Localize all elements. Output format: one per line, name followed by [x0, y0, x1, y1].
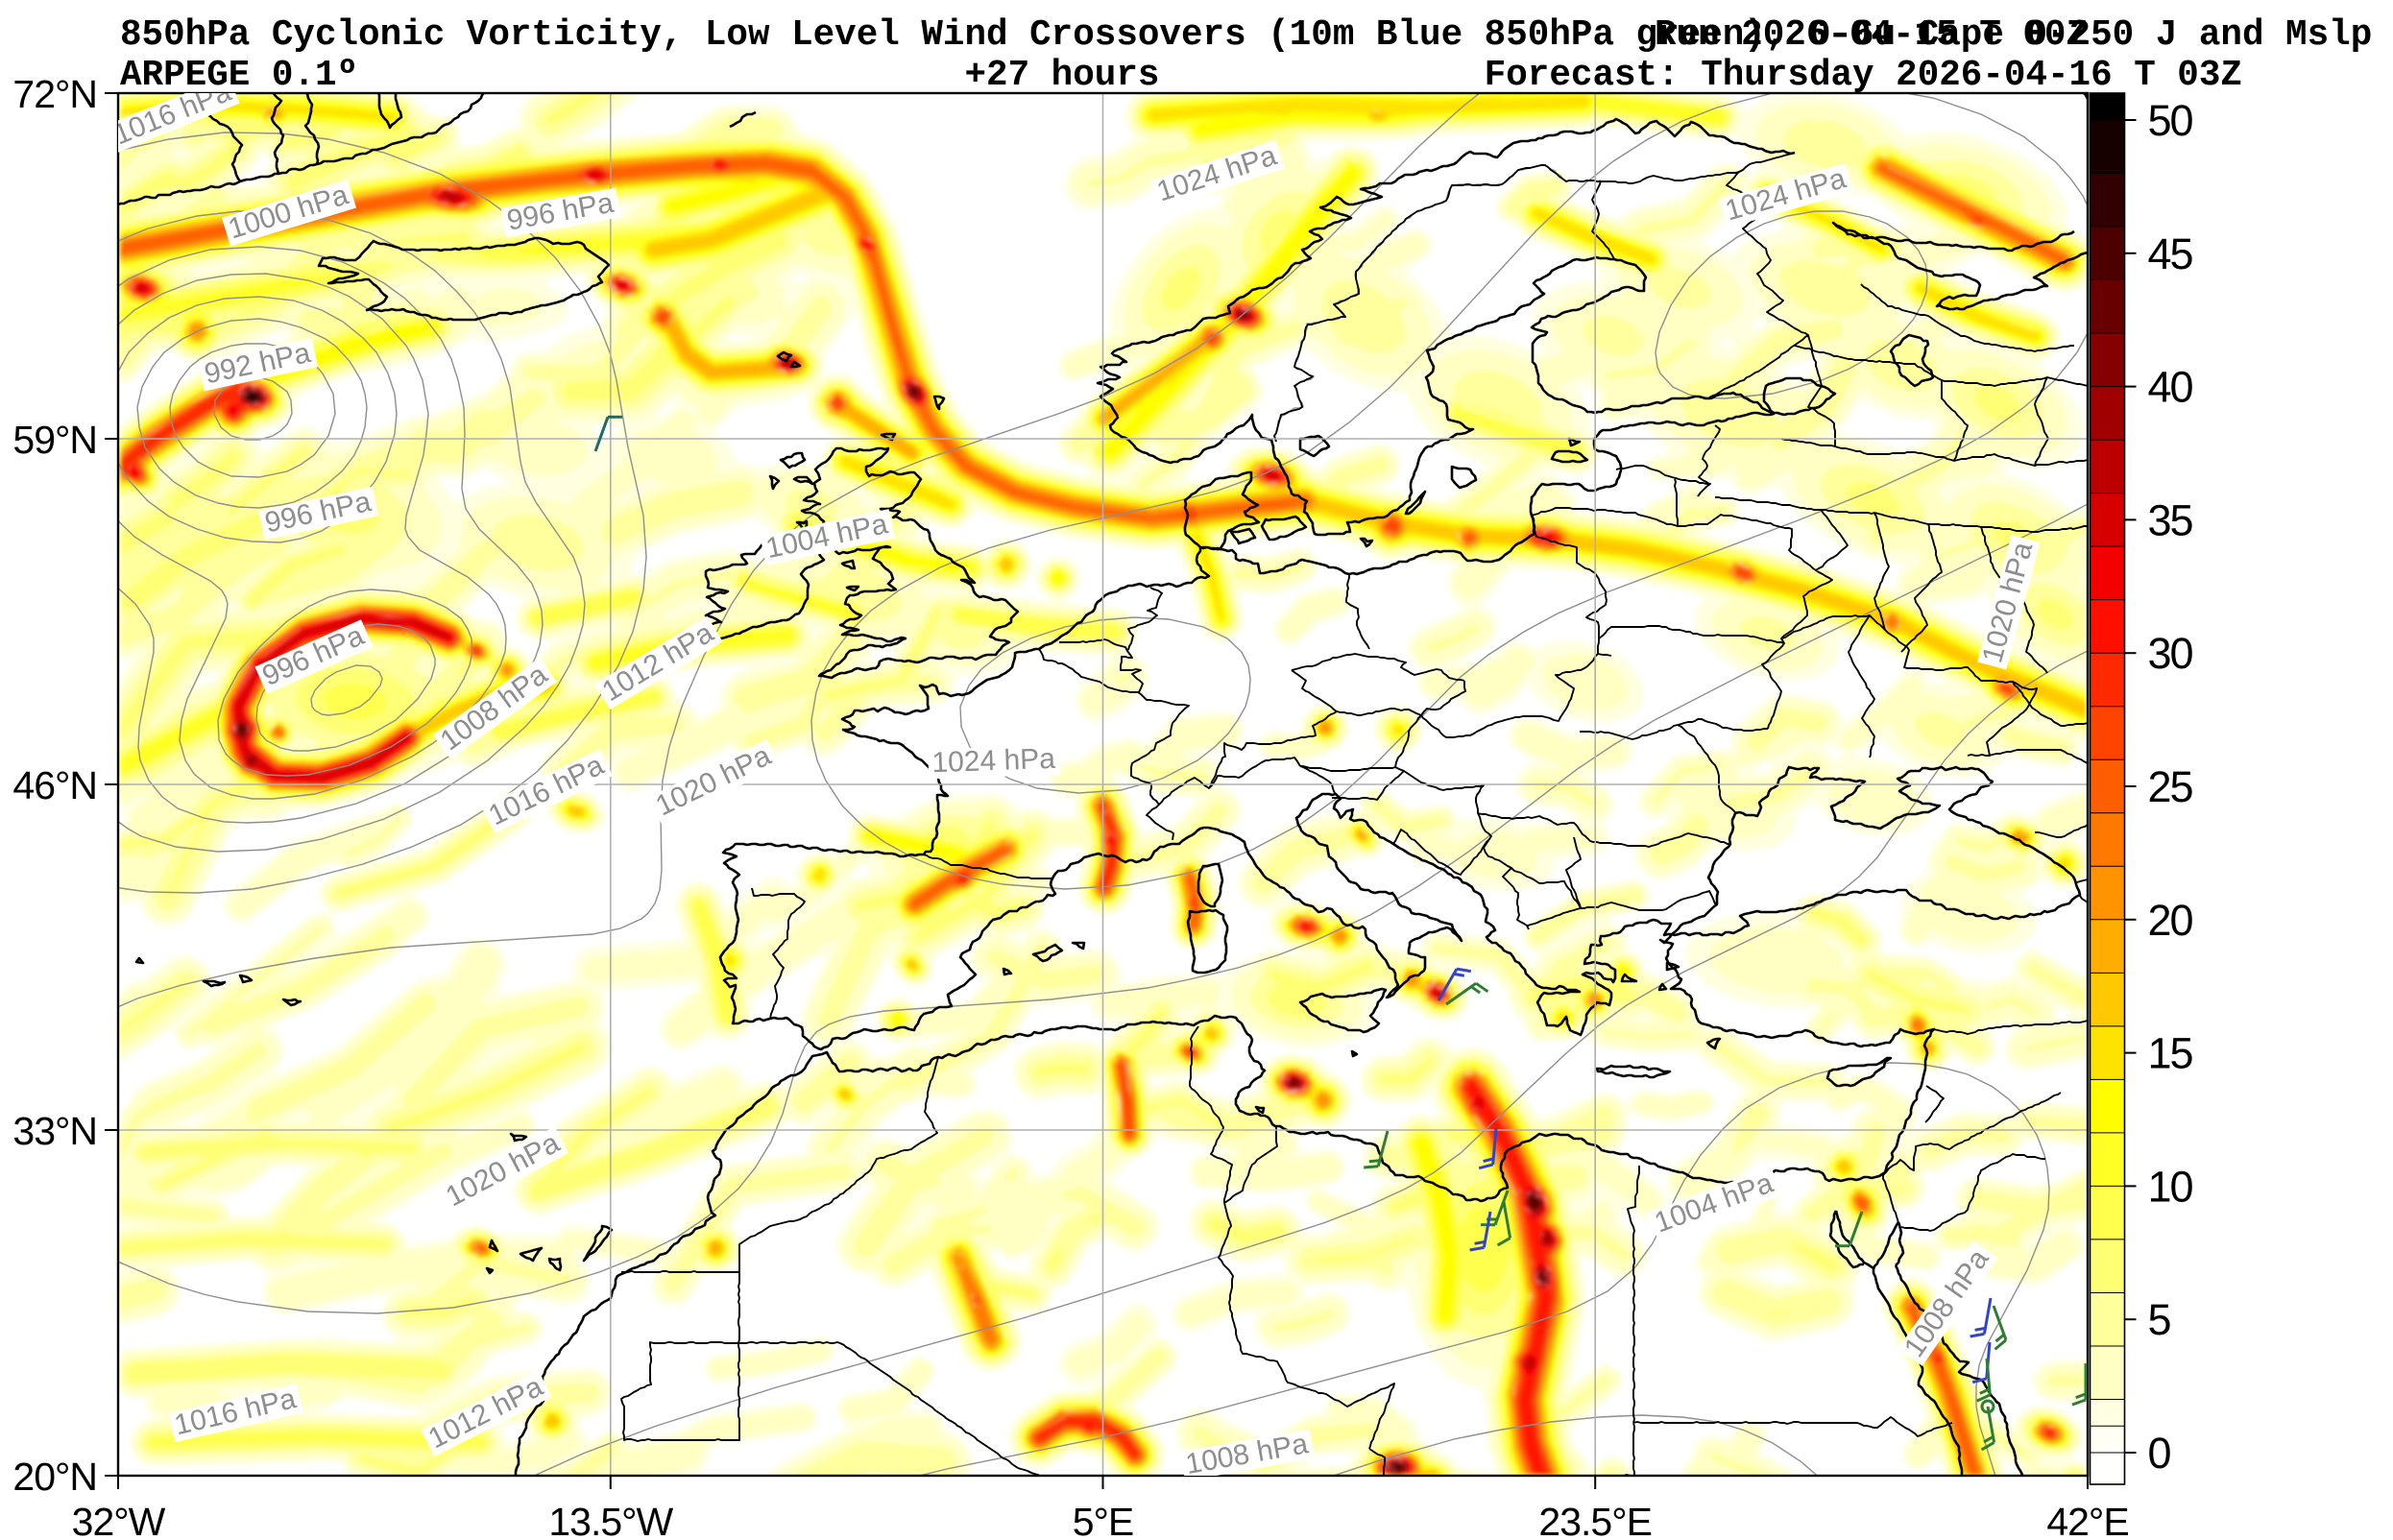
svg-text:0: 0 — [2148, 1429, 2171, 1478]
svg-text:15: 15 — [2148, 1029, 2193, 1078]
svg-text:35: 35 — [2148, 495, 2193, 544]
svg-text:45: 45 — [2148, 229, 2193, 278]
svg-text:850hPa Cyclonic Vorticity, Low: 850hPa Cyclonic Vorticity, Low Level Win… — [120, 15, 2372, 56]
svg-text:5°E: 5°E — [1073, 1500, 1134, 1540]
svg-text:33°N: 33°N — [12, 1109, 97, 1153]
svg-text:10: 10 — [2148, 1162, 2193, 1211]
svg-text:40: 40 — [2148, 363, 2193, 412]
svg-text:25: 25 — [2148, 762, 2193, 811]
svg-text:20: 20 — [2148, 896, 2193, 945]
svg-text:59°N: 59°N — [12, 418, 97, 462]
svg-text:13.5°W: 13.5°W — [548, 1500, 673, 1540]
svg-text:46°N: 46°N — [12, 763, 97, 807]
svg-text:20°N: 20°N — [12, 1455, 97, 1499]
svg-text:Run 2026-04-15 T 00Z: Run 2026-04-15 T 00Z — [1655, 15, 2088, 56]
svg-text:ARPEGE 0.1º: ARPEGE 0.1º +27 hours Forecast: Thursday… — [120, 56, 2242, 96]
svg-text:23.5°E: 23.5°E — [1538, 1500, 1652, 1540]
svg-text:30: 30 — [2148, 629, 2193, 678]
svg-text:5: 5 — [2148, 1295, 2171, 1344]
svg-text:32°W: 32°W — [72, 1500, 166, 1540]
svg-text:72°N: 72°N — [12, 72, 97, 116]
svg-text:50: 50 — [2148, 96, 2193, 145]
svg-text:1024 hPa: 1024 hPa — [931, 743, 1056, 779]
svg-text:42°E: 42°E — [2046, 1500, 2128, 1540]
